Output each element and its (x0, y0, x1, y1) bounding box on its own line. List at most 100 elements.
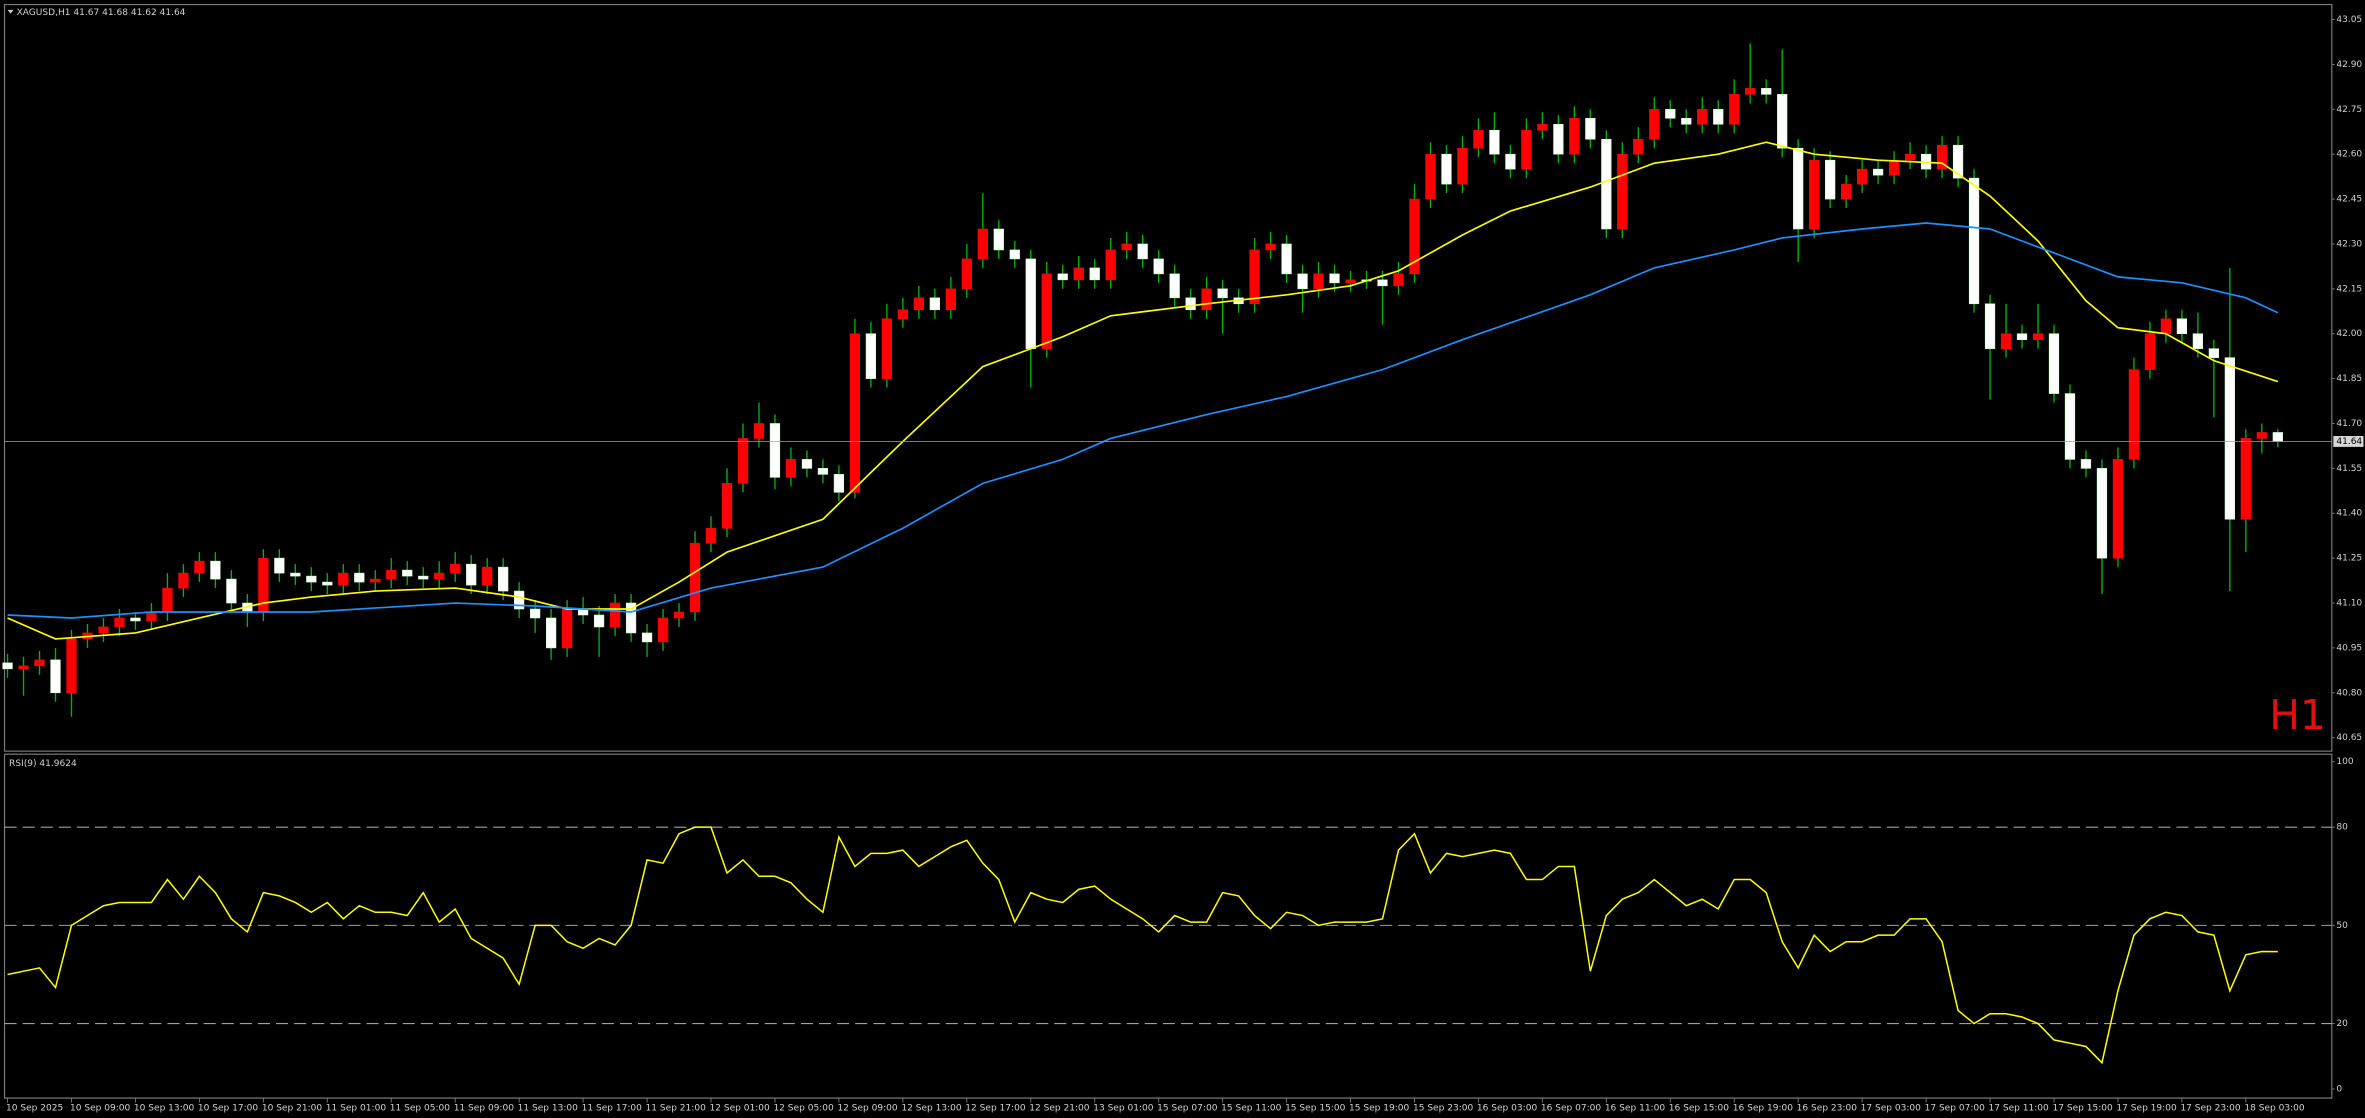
x-tick-label: 17 Sep 23:00 (2180, 1103, 2241, 1113)
candle-body (210, 560, 221, 580)
candle-body (130, 617, 141, 622)
candle-body (1121, 243, 1132, 251)
candle-body (2160, 318, 2172, 335)
candle-body (1665, 109, 1676, 119)
candle-body (1537, 123, 1548, 131)
y-tick-label: 42.15 (2336, 284, 2362, 294)
candle-body (1217, 288, 1228, 299)
candle-body (1633, 138, 1644, 155)
candle-body (386, 569, 397, 580)
candle-body (881, 318, 893, 379)
candle-body (50, 659, 61, 694)
menu-triangle[interactable] (7, 9, 14, 14)
moving-average (7, 222, 2279, 619)
candle-body (929, 297, 940, 311)
x-tick-label: 16 Sep 19:00 (1733, 1103, 1794, 1113)
candle-body (1153, 258, 1164, 275)
candle-body (1968, 177, 1980, 305)
candle-body (546, 617, 557, 649)
candle-body (66, 638, 77, 694)
candle-body (2112, 459, 2124, 559)
y-tick-label: 40.65 (2336, 733, 2362, 743)
candle-body (98, 626, 109, 634)
y-tick-label: 43.05 (2336, 15, 2362, 25)
candle-body (1936, 144, 1948, 170)
candle-body (1473, 129, 1484, 149)
candle-body (2080, 459, 2092, 469)
candle-body (561, 608, 573, 649)
x-tick-label: 17 Sep 07:00 (1925, 1103, 1986, 1113)
candle-body (897, 309, 908, 320)
candle-body (1888, 159, 1900, 176)
candle-body (2032, 333, 2044, 341)
close: 41.64 (160, 8, 186, 18)
moving-average (7, 141, 2279, 640)
x-tick-label: 16 Sep 07:00 (1541, 1103, 1602, 1113)
x-tick-label: 12 Sep 05:00 (773, 1103, 834, 1113)
x-tick-label: 16 Sep 03:00 (1477, 1103, 1538, 1113)
y-tick-label: 50 (2336, 921, 2348, 931)
x-tick-label: 16 Sep 15:00 (1669, 1103, 1730, 1113)
candle-body (625, 602, 637, 634)
y-tick-label: 0 (2336, 1085, 2342, 1095)
x-tick-label: 17 Sep 11:00 (1989, 1103, 2050, 1113)
candle-body (1249, 249, 1260, 305)
candle-body (2096, 468, 2108, 559)
candle-body (1585, 117, 1596, 140)
x-tick-label: 10 Sep 17:00 (198, 1103, 259, 1113)
y-tick-label: 42.90 (2336, 60, 2362, 70)
candle-body (689, 542, 701, 613)
x-tick-label: 10 Sep 2025 (6, 1103, 63, 1113)
rsi-line (7, 826, 2278, 1065)
candle-body (2128, 369, 2140, 460)
candle-body (1809, 159, 1820, 230)
candle-body (1569, 117, 1580, 155)
candle-body (1825, 159, 1836, 200)
timeframe-watermark: H1 (2269, 691, 2326, 739)
candle-body (1105, 249, 1116, 281)
candle-body (514, 590, 525, 610)
candle-body (817, 468, 829, 475)
x-tick-label: 17 Sep 19:00 (2116, 1103, 2177, 1113)
x-tick-label: 11 Sep 09:00 (454, 1103, 515, 1113)
candle-body (1489, 129, 1500, 155)
x-tick-label: 11 Sep 01:00 (326, 1103, 387, 1113)
candle-body (753, 423, 765, 439)
y-tick-label: 80 (2336, 823, 2348, 833)
candle-body (498, 566, 509, 592)
high: 41.68 (102, 8, 128, 18)
candle-body (226, 578, 237, 604)
y-tick-label: 42.45 (2336, 195, 2362, 205)
x-tick-label: 15 Sep 15:00 (1285, 1103, 1346, 1113)
candle-body (1729, 94, 1740, 125)
candle-body (1872, 168, 1884, 176)
candle-body (833, 474, 845, 493)
y-tick-label: 41.70 (2336, 419, 2362, 429)
candle-body (322, 581, 333, 586)
candle-body (1185, 297, 1196, 311)
candle-body (705, 527, 717, 544)
candle-body (370, 578, 381, 583)
candle-body (34, 659, 45, 667)
candle-body (114, 617, 125, 628)
candle-body (306, 575, 317, 583)
low: 41.62 (131, 8, 157, 18)
candle-body (641, 632, 653, 643)
candle-body (194, 560, 205, 574)
candle-body (1265, 243, 1276, 251)
candle-body (961, 258, 972, 290)
candle-body (274, 557, 285, 574)
candle-body (1409, 198, 1420, 275)
rsi-header: RSI(9) 41.9624 (9, 759, 77, 769)
open: 41.67 (73, 8, 99, 18)
candle-body (2272, 432, 2283, 442)
x-tick-label: 13 Sep 01:00 (1093, 1103, 1154, 1113)
candle-body (865, 333, 877, 379)
candle-body (1281, 243, 1292, 275)
candle-body (1681, 117, 1692, 125)
x-tick-label: 11 Sep 21:00 (646, 1103, 707, 1113)
candle-body (673, 611, 685, 619)
